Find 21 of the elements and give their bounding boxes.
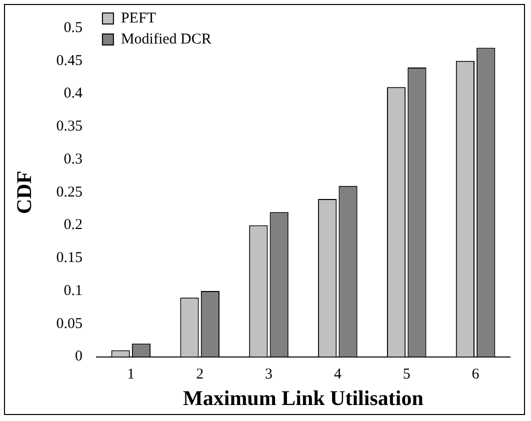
y-tick-label: 0.4	[64, 86, 83, 102]
y-tick-label: 0.45	[56, 52, 82, 69]
x-tick-label: 1	[127, 366, 135, 383]
x-tick-label: 4	[334, 366, 342, 383]
legend-label: Modified DCR	[120, 31, 212, 48]
y-tick-label: 0.5	[64, 20, 82, 36]
y-tick-label: 0.2	[64, 217, 82, 234]
y-tick-label: 0.25	[56, 184, 82, 200]
x-tick-label: 5	[402, 366, 410, 383]
legend-label: PEFT	[120, 10, 156, 26]
y-tick-label: 0.3	[64, 151, 82, 168]
x-tick-label: 3	[265, 366, 273, 383]
x-tick-label: 6	[472, 366, 480, 383]
y-tick-label: 0.1	[64, 282, 82, 299]
y-tick-label: 0.15	[56, 250, 82, 266]
y-tick-label: 0.05	[56, 316, 82, 332]
x-tick-label: 2	[196, 366, 204, 383]
y-axis-title: CDF	[12, 170, 36, 214]
y-tick-label: 0.35	[56, 118, 82, 135]
y-tick-label: 0	[74, 348, 82, 365]
x-axis-title: Maximum Link Utilisation	[183, 386, 424, 410]
